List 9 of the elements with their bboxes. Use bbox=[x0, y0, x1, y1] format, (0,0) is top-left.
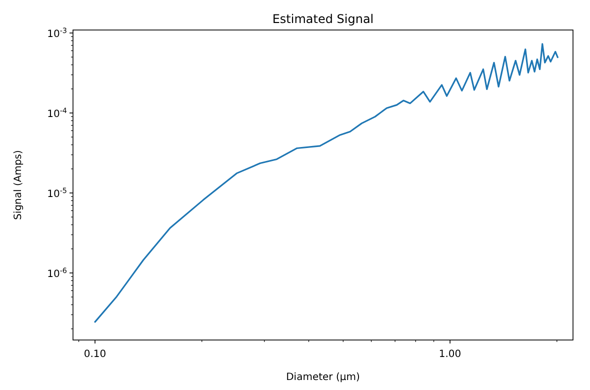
x-axis-title: Diameter (µm) bbox=[286, 372, 360, 383]
y-tick-label: 10$^{-6}$ bbox=[47, 265, 68, 280]
y-tick-label: 10$^{-4}$ bbox=[47, 105, 68, 120]
chart-title: Estimated Signal bbox=[272, 12, 374, 26]
y-tick-label: 10$^{-5}$ bbox=[47, 185, 67, 200]
y-tick-label: 10$^{-3}$ bbox=[47, 25, 67, 40]
x-tick-label: 1.00 bbox=[438, 349, 462, 360]
y-axis-title: Signal (Amps) bbox=[13, 150, 24, 220]
x-tick-label: 0.10 bbox=[84, 349, 106, 360]
